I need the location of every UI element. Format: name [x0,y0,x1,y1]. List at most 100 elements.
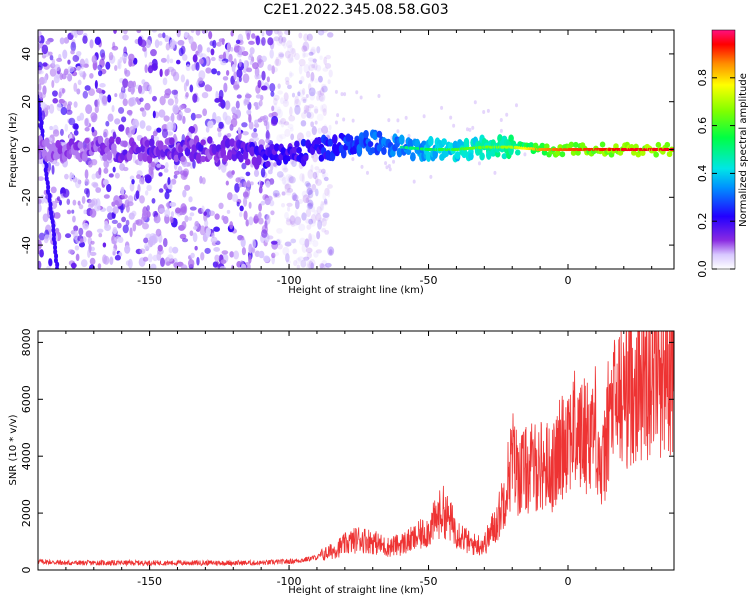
noise-speckle [306,71,311,78]
noise-speckle [315,64,322,72]
snr-x-ticks: -150 -100 -50 0 [37,331,653,588]
noise-speckle [157,244,163,252]
noise-speckle [58,91,62,99]
noise-speckle [144,190,149,196]
ridge-blob [653,151,659,158]
noise-speckle [326,130,332,138]
noise-speckle [83,63,89,68]
noise-speckle [310,154,314,159]
noise-speckle [273,192,278,198]
noise-speckle [151,233,158,244]
noise-speckle [266,76,270,83]
noise-speckle [301,190,308,198]
noise-speckle [316,46,321,54]
noise-speckle [274,58,282,67]
noise-speckle [56,102,62,112]
noise-speckle [293,220,299,227]
noise-speckle [152,254,158,262]
noise-speckle [190,30,195,34]
noise-speckle [73,123,79,131]
noise-speckle [148,84,153,95]
noise-speckle [274,193,281,198]
noise-speckle [147,253,153,263]
noise-speckle [213,247,221,252]
ridge-blob [631,149,637,156]
noise-speckle [328,249,333,255]
noise-speckle [70,30,77,36]
ridge-blob [327,138,334,147]
ridge-blob [396,147,403,158]
snr-panel: -150 -100 -50 0 0 2000 4000 6000 8000 Height of… [8,328,675,596]
noise-speckle [305,130,311,138]
noise-speckle [166,88,171,93]
noise-speckle [67,59,71,65]
noise-speckle [385,165,389,170]
noise-speckle [326,184,333,189]
noise-speckle [310,213,317,224]
noise-speckle [307,83,312,91]
noise-speckle [160,257,165,267]
noise-speckle [281,191,286,196]
noise-speckle [280,118,285,128]
noise-speckle [185,91,189,98]
noise-speckle [173,174,178,179]
noise-speckle [322,67,329,72]
noise-speckle [304,257,308,263]
noise-speckle [254,73,259,80]
noise-speckle [182,115,186,125]
noise-speckle [231,170,235,175]
noise-speckle [38,260,42,269]
spectrogram-y-label: Frequency (Hz) [8,112,19,188]
noise-speckle [118,106,125,114]
spectrogram-panel: -150 -100 -50 0 -40 -20 0 20 40 Height of strai… [8,29,675,296]
noise-speckle [139,248,146,255]
noise-speckle [245,93,252,99]
noise-speckle [314,78,319,83]
figure-title: C2E1.2022.345.08.58.G03 [263,2,448,18]
noise-speckle [294,52,300,61]
noise-speckle [248,254,252,264]
noise-speckle [322,108,327,116]
noise-speckle [165,261,171,266]
noise-speckle [306,263,311,269]
noise-speckle [312,240,319,248]
noise-speckle [220,259,227,265]
noise-speckle [147,65,154,74]
spectrogram-x-ticks: -150 -100 -50 0 [37,30,653,287]
noise-speckle [303,33,309,42]
noise-speckle [229,221,234,230]
noise-speckle [109,256,114,265]
noise-speckle [181,238,189,243]
noise-speckle [243,98,247,106]
noise-speckle [255,35,261,46]
noise-speckle [282,246,290,256]
snr-y-ticks: 0 2000 4000 6000 8000 [20,328,674,574]
noise-speckle [284,50,291,59]
ridge-blob [256,154,262,166]
noise-speckle [227,192,233,201]
noise-speckle [84,85,91,91]
noise-speckle [307,104,315,109]
noise-speckle [258,203,262,212]
ridge-blob [97,135,104,145]
noise-speckle [295,199,300,210]
noise-speckle [203,211,208,216]
noise-speckle [422,114,426,119]
noise-speckle [142,46,147,52]
noise-speckle [189,230,194,237]
noise-speckle [112,131,117,140]
noise-speckle [289,159,297,166]
ridge-blob [273,143,280,152]
noise-speckle [220,60,227,66]
noise-speckle [231,106,237,114]
noise-speckle [176,113,183,121]
ridge-blob [367,140,374,148]
noise-speckle [313,61,318,71]
ridge-blob [369,147,376,154]
noise-speckle [172,104,179,114]
noise-speckle [291,47,297,58]
noise-speckle [257,59,264,68]
ridge-blob [441,138,447,146]
noise-speckle [269,161,274,172]
noise-speckle [152,210,159,218]
